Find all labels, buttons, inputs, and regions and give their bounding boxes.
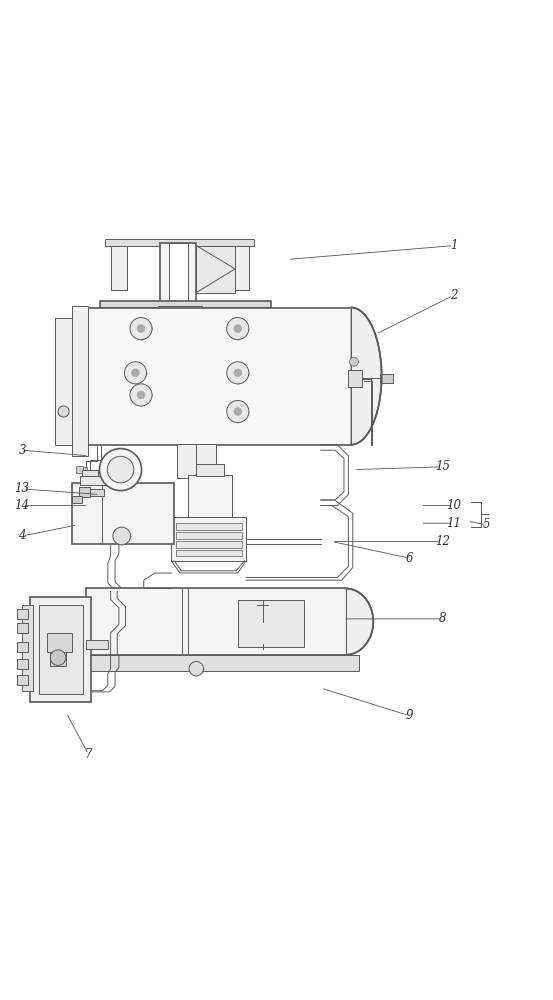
- Bar: [17, 609, 28, 619]
- Circle shape: [189, 661, 204, 676]
- Bar: [171, 517, 246, 561]
- Bar: [80, 476, 111, 485]
- Text: 11: 11: [446, 517, 461, 530]
- Bar: [17, 659, 28, 669]
- Text: 6: 6: [405, 552, 413, 565]
- Polygon shape: [346, 588, 373, 655]
- Text: 3: 3: [18, 444, 26, 457]
- Bar: [176, 532, 242, 539]
- Circle shape: [130, 384, 152, 406]
- Text: 14: 14: [14, 499, 30, 512]
- Bar: [169, 243, 188, 301]
- Bar: [196, 246, 235, 293]
- Circle shape: [132, 369, 139, 377]
- Text: 8: 8: [439, 612, 446, 625]
- Bar: [160, 243, 196, 304]
- Circle shape: [113, 527, 131, 545]
- Bar: [72, 306, 88, 456]
- Bar: [176, 550, 242, 556]
- Bar: [176, 523, 242, 530]
- Circle shape: [227, 400, 249, 423]
- Circle shape: [349, 357, 358, 366]
- Bar: [17, 623, 28, 633]
- Circle shape: [58, 406, 69, 417]
- Text: 10: 10: [446, 499, 461, 512]
- Circle shape: [50, 650, 66, 665]
- Text: 12: 12: [435, 535, 450, 548]
- Bar: [76, 466, 83, 473]
- Bar: [17, 642, 28, 652]
- Bar: [191, 480, 202, 485]
- Circle shape: [234, 325, 242, 332]
- Bar: [83, 467, 87, 472]
- Circle shape: [234, 369, 242, 377]
- Bar: [39, 605, 83, 694]
- Circle shape: [137, 325, 145, 332]
- Text: 5: 5: [483, 518, 491, 531]
- Polygon shape: [196, 269, 235, 293]
- Bar: [177, 444, 216, 478]
- Text: 13: 13: [14, 482, 30, 495]
- Text: 4: 4: [18, 529, 26, 542]
- Bar: [22, 605, 33, 691]
- Bar: [86, 308, 351, 445]
- Circle shape: [130, 318, 152, 340]
- Text: 2: 2: [450, 289, 457, 302]
- Bar: [105, 239, 254, 246]
- Bar: [380, 374, 393, 383]
- Bar: [82, 470, 98, 476]
- Bar: [47, 633, 72, 652]
- Bar: [158, 306, 202, 314]
- Bar: [111, 243, 127, 290]
- Text: 7: 7: [85, 748, 92, 761]
- Bar: [348, 370, 362, 387]
- Text: 1: 1: [450, 239, 457, 252]
- Circle shape: [227, 362, 249, 384]
- Circle shape: [227, 318, 249, 340]
- Bar: [72, 655, 359, 671]
- Circle shape: [100, 449, 142, 491]
- Bar: [86, 588, 346, 655]
- Bar: [238, 600, 304, 647]
- Bar: [188, 475, 232, 519]
- Bar: [176, 541, 242, 548]
- Bar: [87, 489, 104, 496]
- Circle shape: [107, 456, 134, 483]
- Bar: [196, 464, 224, 476]
- Bar: [79, 487, 90, 497]
- Bar: [72, 483, 174, 544]
- Circle shape: [137, 391, 145, 399]
- Bar: [86, 640, 108, 649]
- Bar: [192, 485, 200, 490]
- Circle shape: [234, 408, 242, 415]
- Bar: [100, 301, 271, 308]
- Bar: [17, 675, 28, 685]
- Circle shape: [124, 362, 147, 384]
- Bar: [30, 597, 91, 702]
- Bar: [55, 318, 72, 445]
- Bar: [232, 243, 249, 290]
- Text: 15: 15: [435, 460, 450, 473]
- Text: 9: 9: [405, 709, 413, 722]
- Bar: [72, 496, 82, 503]
- Bar: [50, 652, 66, 666]
- Polygon shape: [351, 308, 382, 445]
